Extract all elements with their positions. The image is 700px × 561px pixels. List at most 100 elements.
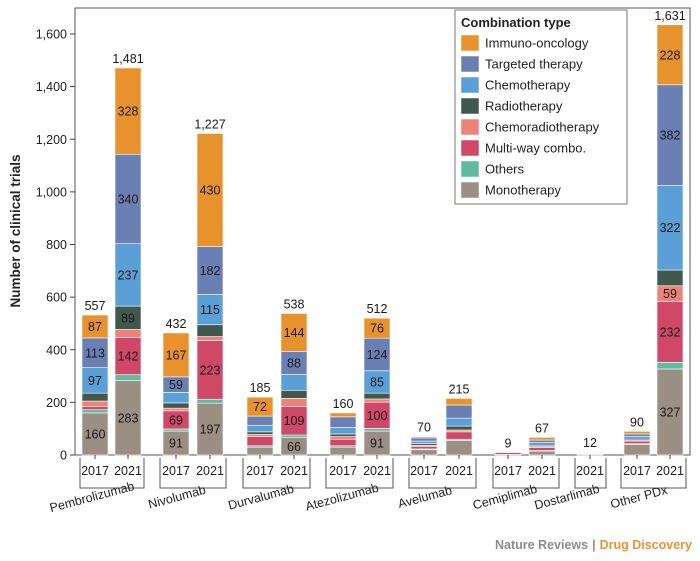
segment-value-label: 91 — [169, 437, 183, 451]
year-label: 2017 — [329, 464, 357, 478]
bar-segment — [246, 436, 274, 447]
segment-value-label: 142 — [118, 350, 139, 364]
y-tick-label: 800 — [46, 238, 67, 252]
year-label: 2021 — [656, 464, 684, 478]
bar-segment — [196, 402, 224, 456]
segment-value-label: 283 — [118, 411, 139, 425]
segment-value-label: 89 — [121, 311, 135, 325]
segment-value-label: 340 — [118, 192, 139, 206]
y-tick-label: 200 — [46, 396, 67, 410]
legend-swatch — [460, 55, 480, 73]
category-label: Cemiplimab — [471, 482, 538, 513]
segment-value-label: 85 — [370, 375, 384, 389]
bar-segment — [114, 374, 142, 381]
year-label: 2021 — [363, 464, 391, 478]
bar-total-label: 1,227 — [194, 117, 225, 131]
legend-label: Immuno-oncology — [485, 36, 589, 51]
bar-segment — [656, 84, 684, 186]
credit-journal: Nature Reviews — [494, 538, 589, 552]
bar-segment — [246, 431, 274, 435]
bar-segment — [81, 367, 109, 394]
bar-segment — [363, 317, 391, 339]
category-label: Pembrolizumab — [48, 479, 136, 515]
bar-segment — [656, 269, 684, 287]
segment-value-label: 59 — [169, 378, 183, 392]
year-label: 2021 — [196, 464, 224, 478]
bar-segment — [162, 428, 190, 432]
y-tick-label: 1,400 — [36, 80, 67, 94]
bar-segment — [162, 392, 190, 404]
bar-segment — [623, 431, 651, 435]
year-label: 2017 — [410, 464, 438, 478]
bar-segment — [196, 324, 224, 337]
segment-value-label: 72 — [253, 400, 267, 414]
y-tick-label: 1,600 — [36, 28, 67, 42]
bar-segment — [363, 392, 391, 400]
bar-segment — [162, 402, 190, 409]
bar-segment — [494, 452, 522, 455]
bar-segment — [410, 436, 438, 439]
bar-segment — [576, 451, 604, 453]
y-tick-label: 0 — [60, 449, 67, 463]
segment-value-label: 88 — [287, 356, 301, 370]
bar-segment — [329, 433, 357, 437]
bar-segment — [656, 24, 684, 86]
segment-value-label: 382 — [660, 129, 681, 143]
bar-segment — [363, 428, 391, 432]
segment-value-label: 328 — [118, 105, 139, 119]
bar-segment — [196, 398, 224, 404]
year-label: 2021 — [114, 464, 142, 478]
bar-segment — [528, 442, 556, 446]
bar-total-label: 1,631 — [654, 9, 685, 23]
bar-segment — [445, 398, 473, 406]
category-label: Durvalumab — [227, 482, 296, 513]
bar-segment — [114, 67, 142, 155]
segment-value-label: 228 — [660, 48, 681, 62]
bar-segment — [329, 436, 357, 440]
bar-segment — [623, 444, 651, 456]
bar-segment — [114, 380, 142, 456]
bar-total-label: 70 — [417, 421, 431, 435]
segment-value-label: 100 — [367, 409, 388, 423]
bar-segment — [81, 314, 109, 339]
bar-segment — [162, 407, 190, 412]
legend-swatch — [460, 97, 480, 115]
segment-value-label: 197 — [200, 423, 221, 437]
bar-segment — [246, 415, 274, 426]
segment-value-label: 113 — [85, 346, 105, 360]
bar-segment — [445, 440, 473, 456]
credit-separator: | — [592, 538, 596, 552]
segment-value-label: 430 — [200, 184, 221, 198]
bar-total-label: 215 — [449, 382, 470, 396]
bar-segment — [196, 340, 224, 400]
bar-segment — [445, 425, 473, 431]
legend-title: Combination type — [461, 15, 571, 30]
year-label: 2021 — [576, 464, 604, 478]
legend-swatch — [460, 139, 480, 157]
bar-segment — [445, 404, 473, 419]
legend-label: Others — [485, 162, 525, 177]
legend-label: Multi-way combo. — [485, 141, 586, 156]
segment-value-label: 327 — [660, 405, 681, 419]
bar-total-label: 9 — [505, 437, 512, 451]
segment-value-label: 109 — [284, 414, 305, 428]
segment-value-label: 69 — [169, 413, 183, 427]
bar-total-label: 432 — [166, 317, 187, 331]
category-label: Dostarlimab — [533, 482, 601, 513]
year-label: 2017 — [246, 464, 274, 478]
bar-segment — [280, 374, 308, 391]
bar-segment — [246, 434, 274, 437]
bar-segment — [280, 398, 308, 407]
bar-segment — [528, 450, 556, 456]
legend-swatch — [460, 76, 480, 94]
bar-segment — [114, 329, 142, 338]
legend-box — [454, 9, 628, 205]
category-label: Avelumab — [396, 483, 453, 511]
group-bracket — [408, 458, 477, 489]
year-label: 2021 — [445, 464, 473, 478]
bar-segment — [410, 437, 438, 442]
bar-segment — [196, 294, 224, 326]
bar-total-label: 12 — [583, 436, 597, 450]
